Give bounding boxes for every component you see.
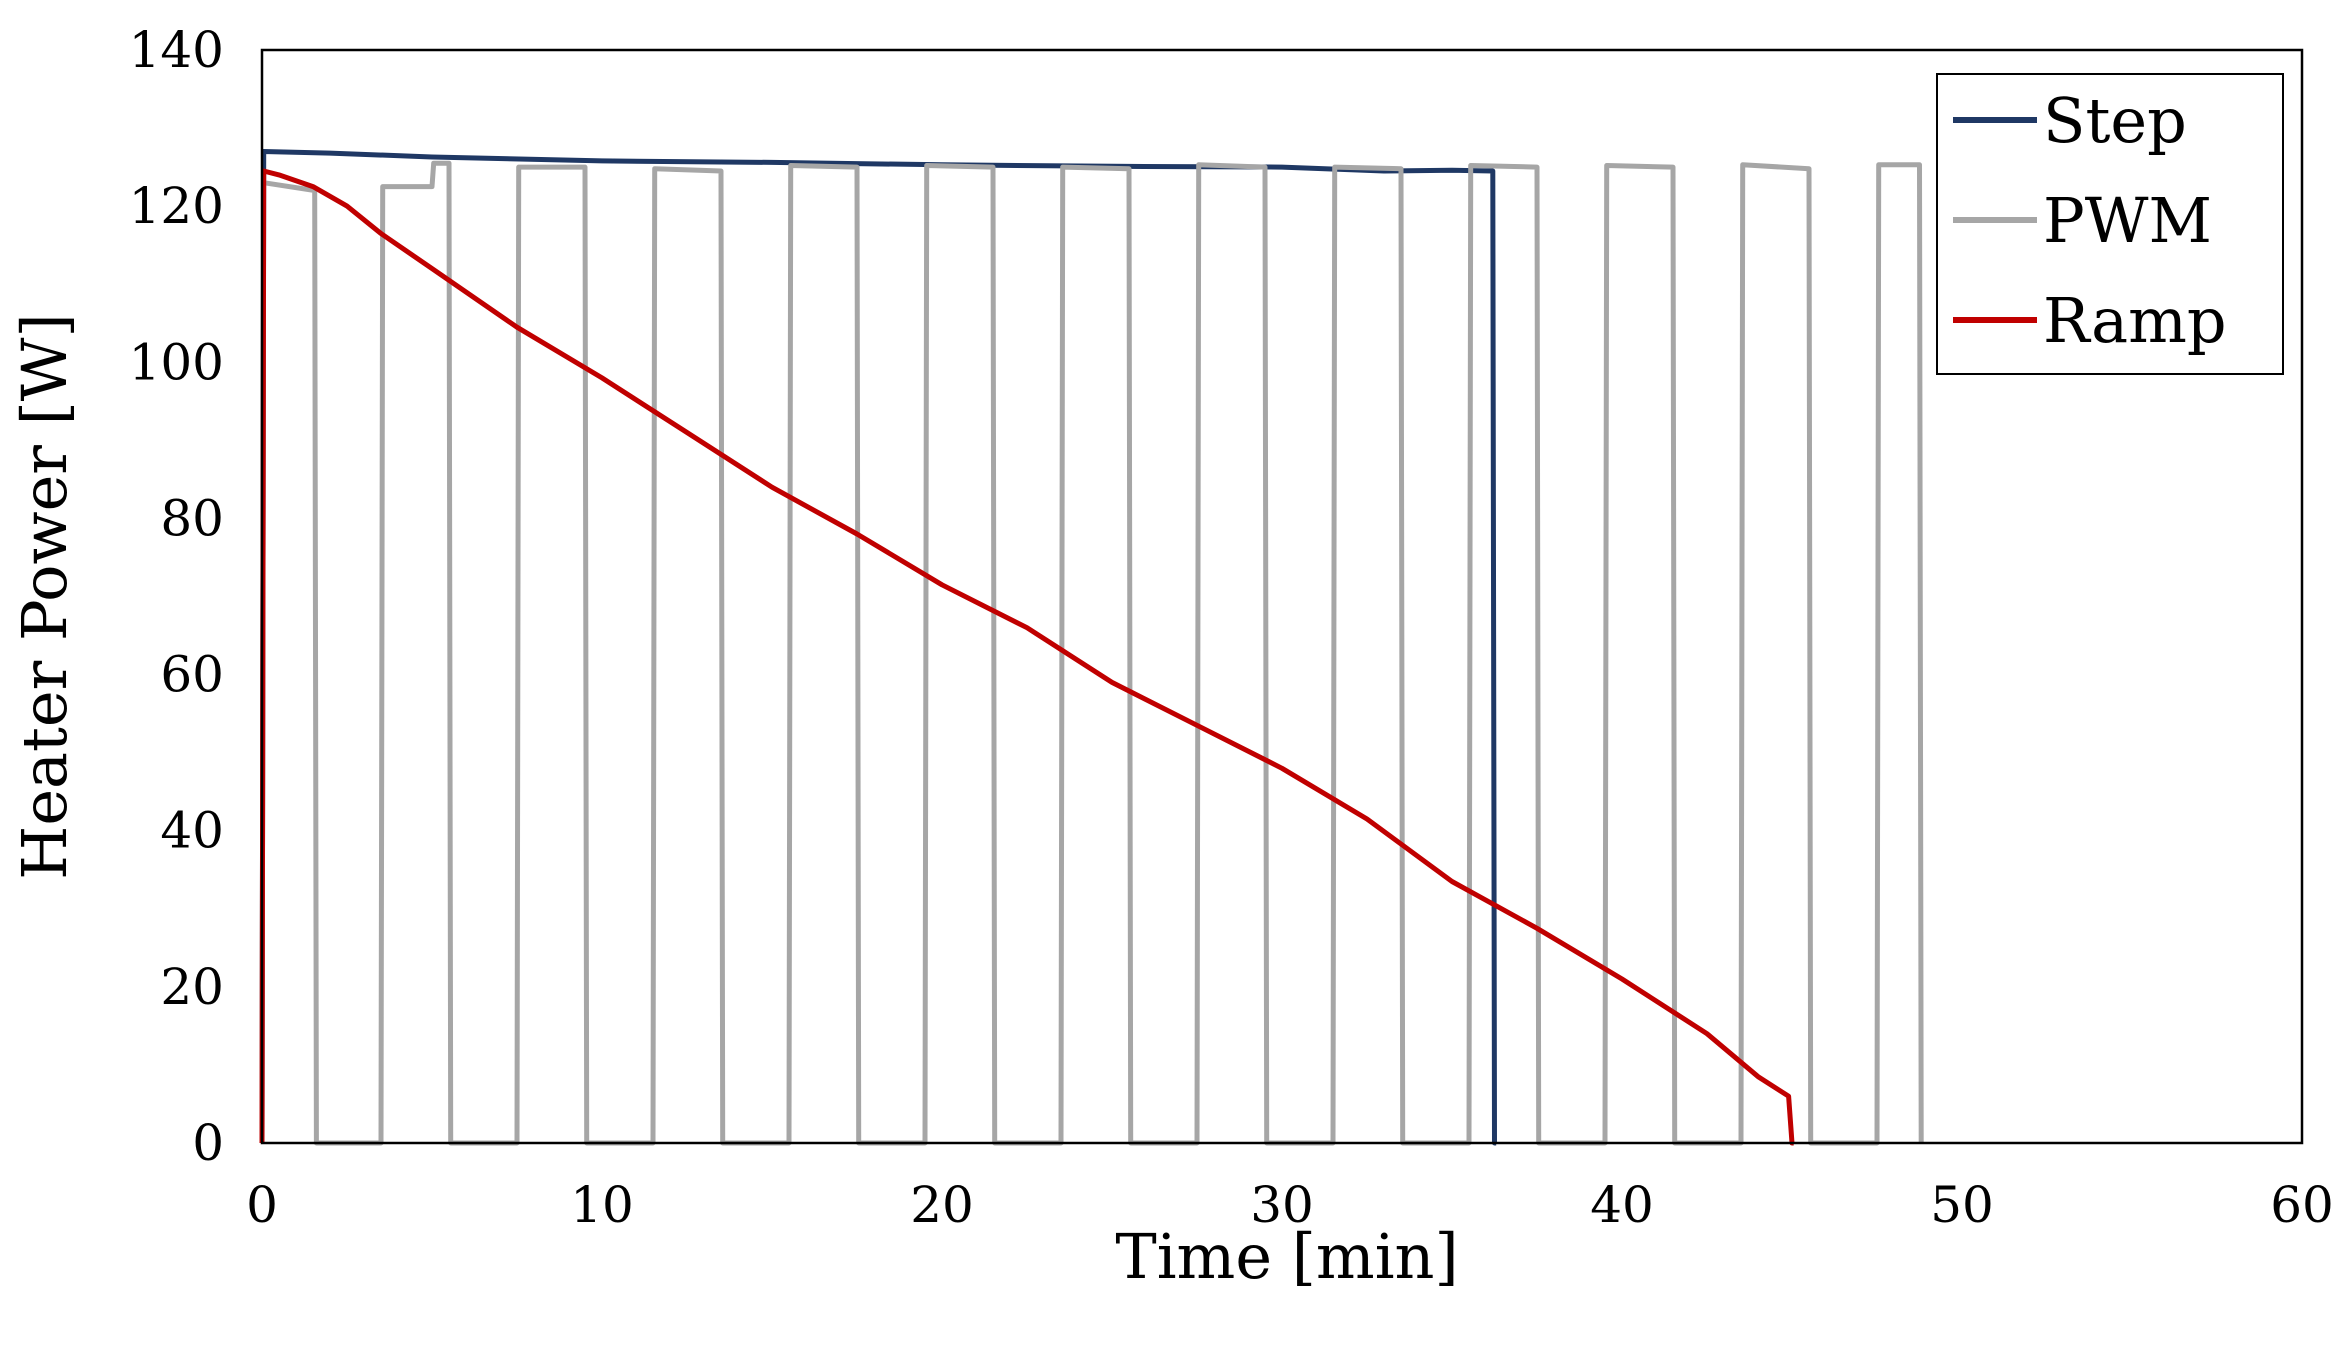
y-tick-label: 80 (160, 489, 224, 547)
y-axis-title: Heater Power [W] (8, 313, 81, 879)
legend-label-step: Step (2043, 84, 2187, 157)
plot-area-frame (260, 48, 2304, 1145)
y-tick-label: 20 (160, 958, 224, 1016)
x-axis-title: Time [min] (1115, 1220, 1458, 1293)
series-line-step (259, 149, 1497, 1146)
series-layer (259, 149, 1924, 1146)
x-tick-label: 10 (570, 1176, 634, 1234)
y-tick-label: 100 (129, 333, 224, 391)
x-tick-label: 20 (910, 1176, 974, 1234)
legend-label-ramp: Ramp (2043, 284, 2227, 357)
x-tick-label: 60 (2270, 1176, 2334, 1234)
y-tick-label: 120 (129, 177, 224, 235)
y-tick-labels: 0 20 40 60 80 100 120 140 (129, 21, 224, 1172)
series-line-pwm (259, 160, 1924, 1146)
x-tick-label: 40 (1590, 1176, 1654, 1234)
legend-label-pwm: PWM (2043, 184, 2212, 257)
y-tick-label: 40 (160, 802, 224, 860)
x-tick-label: 50 (1930, 1176, 1994, 1234)
x-tick-label: 30 (1250, 1176, 1314, 1234)
y-tick-label: 140 (129, 21, 224, 79)
x-tick-labels: 0 10 20 30 40 50 60 (246, 1176, 2334, 1234)
series-line-ramp (259, 168, 1795, 1146)
legend: Step PWM Ramp (1936, 73, 2284, 375)
legend-box (1936, 73, 2284, 375)
y-tick-label: 60 (160, 646, 224, 704)
y-tick-label: 0 (192, 1114, 224, 1172)
x-tick-label: 0 (246, 1176, 278, 1234)
